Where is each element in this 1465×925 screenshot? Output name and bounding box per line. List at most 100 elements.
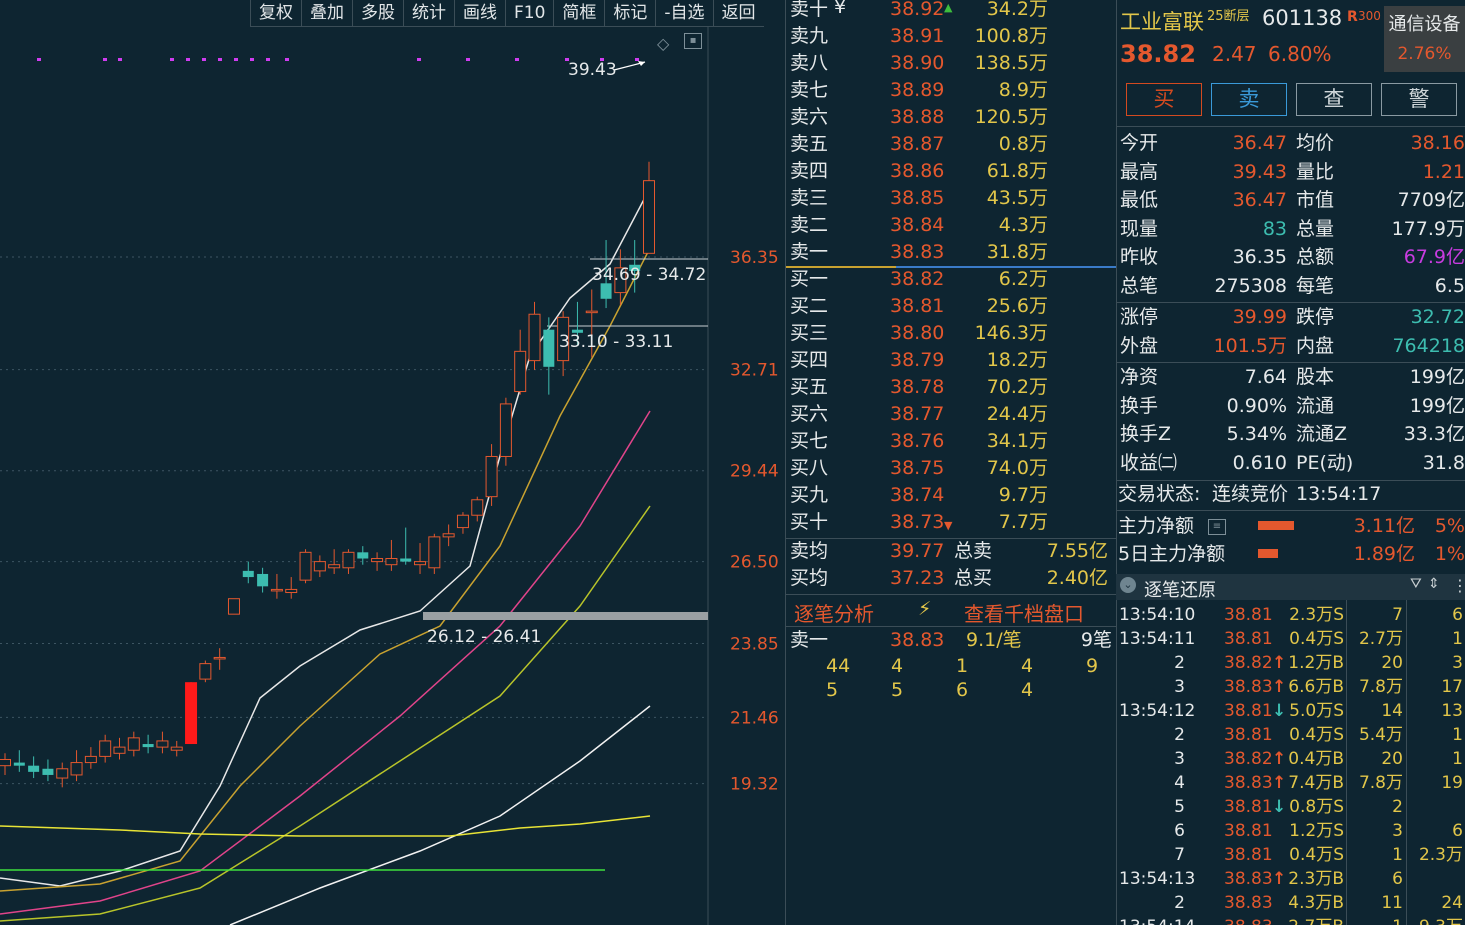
diamond-icon[interactable]: ◇	[657, 34, 670, 53]
book-divider	[786, 266, 896, 268]
candle	[643, 161, 655, 254]
candle	[442, 524, 455, 547]
toolbar-btn-3[interactable]: 统计	[403, 0, 454, 26]
bid-volume: 9.7万	[998, 484, 1048, 506]
toolbar-btn-5[interactable]: F10	[505, 0, 553, 26]
ask-row[interactable]: 卖三 38.85 43.5万	[786, 185, 1116, 212]
signal-dot	[202, 58, 206, 61]
ask-row[interactable]: 卖六 38.88 120.5万	[786, 104, 1116, 131]
bid-row[interactable]: 买一 38.82 6.2万	[786, 266, 1116, 293]
candle	[270, 573, 283, 599]
ask-volume: 31.8万	[986, 241, 1048, 263]
toolbar-btn-4[interactable]: 画线	[454, 0, 505, 26]
filter-icon[interactable]: ⛛	[1410, 576, 1422, 592]
tick-time: 3	[1174, 749, 1185, 769]
bid-row[interactable]: 买十 38.73 7.7万	[786, 509, 1116, 536]
ask-row[interactable]: 卖八 38.90 138.5万	[786, 50, 1116, 77]
candle	[199, 660, 212, 683]
alert-button[interactable]: 警	[1381, 83, 1457, 116]
bid-row[interactable]: 买四 38.79 18.2万	[786, 347, 1116, 374]
ask-volume: 8.9万	[998, 79, 1048, 101]
stat-label: 最低	[1120, 189, 1159, 212]
kline-svg: 36.35 32.71 29.44 26.50 23.85 21.46 19.32	[0, 26, 779, 925]
toolbar-btn-7[interactable]: 标记	[604, 0, 655, 26]
signal-dot	[635, 58, 639, 61]
stock-tag: 25断层	[1207, 9, 1250, 24]
tick-orders: 3	[1392, 821, 1403, 841]
stat-value: 67.9亿	[1403, 246, 1465, 269]
candle	[313, 555, 326, 578]
tick-time: 5	[1174, 797, 1185, 817]
stat-label: 每笔	[1296, 275, 1335, 297]
candle	[485, 444, 498, 506]
bid-row[interactable]: 买三 38.80 146.3万	[786, 320, 1116, 347]
ask-price: 38.87	[890, 133, 945, 155]
candle	[514, 329, 527, 395]
tab-trade-analysis[interactable]: 逐笔分析	[794, 602, 874, 626]
tick-aggregate: 19	[1441, 773, 1463, 793]
query-button[interactable]: 查	[1296, 83, 1372, 116]
ask-row[interactable]: 卖十 38.92 34.2万	[786, 0, 1116, 23]
ask-row[interactable]: 卖一 38.83 31.8万	[786, 239, 1116, 266]
sell-button[interactable]: 卖	[1211, 83, 1287, 116]
candle	[42, 759, 54, 782]
ask-row[interactable]: 卖五 38.87 0.8万	[786, 131, 1116, 158]
bid-row[interactable]: 买二 38.81 25.6万	[786, 293, 1116, 320]
candle	[299, 549, 312, 584]
tick-volume: 5.0万S	[1289, 701, 1344, 721]
ask-row[interactable]: 卖七 38.89 8.9万	[786, 77, 1116, 104]
bid-volume: 24.4万	[986, 403, 1048, 425]
bid-row[interactable]: 买七 38.76 34.1万	[786, 428, 1116, 455]
r-badge-num: 300	[1358, 9, 1381, 23]
bid-row[interactable]: 买六 38.77 24.4万	[786, 401, 1116, 428]
panel-toggle-icon[interactable]: ▪	[684, 33, 702, 49]
ticks-header[interactable]	[1116, 574, 1465, 600]
avg-price: 37.23	[890, 567, 945, 589]
more-icon[interactable]: ⋮	[1452, 576, 1465, 595]
signal-dot	[466, 58, 470, 61]
ask-price: 38.91	[890, 25, 945, 47]
ask-volume: 34.2万	[986, 0, 1048, 20]
tick-orders: 2	[1392, 797, 1403, 817]
sort-icon[interactable]: ⇕	[1428, 576, 1440, 592]
ma-line-3	[0, 505, 651, 922]
signal-dot	[285, 58, 289, 61]
toolbar-btn-9[interactable]: 返回	[712, 0, 764, 26]
up-arrow-icon: ▲	[944, 1, 953, 14]
down-arrow-icon: ↓	[1272, 797, 1287, 817]
tick-time: 7	[1174, 845, 1185, 865]
candle	[56, 762, 69, 788]
tick-row: 4 38.83 ↑ 7.4万B 7.8万 19	[1116, 771, 1465, 795]
fund-row: 换手 0.90% 流通 199亿	[1116, 392, 1465, 420]
tick-row: 7 38.81 0.4万S 1 2.3万	[1116, 843, 1465, 867]
ask-price: 38.83	[890, 241, 945, 263]
bid-label: 买三	[790, 322, 829, 344]
tick-orders: 7.8万	[1358, 773, 1403, 793]
fund-row: 净资 7.64 股本 199亿	[1116, 363, 1465, 391]
toolbar-btn-2[interactable]: 多股	[352, 0, 403, 26]
ask-row[interactable]: 卖二 38.84 4.3万	[786, 212, 1116, 239]
tick-aggregate: 1	[1452, 725, 1463, 745]
tab-depth-view[interactable]: 查看千档盘口	[964, 602, 1084, 626]
tick-orders: 20	[1381, 653, 1403, 673]
collapse-icon[interactable]: ⌄	[1120, 577, 1136, 593]
toolbar-btn-0[interactable]: 复权	[250, 0, 301, 26]
buy-button[interactable]: 买	[1126, 83, 1202, 116]
toolbar-btn-1[interactable]: 叠加	[301, 0, 352, 26]
ask-row[interactable]: 卖九 38.91 100.8万	[786, 23, 1116, 50]
ask-row[interactable]: 卖四 38.86 61.8万	[786, 158, 1116, 185]
toolbar-btn-6[interactable]: 简框	[553, 0, 604, 26]
toolbar-btn-8[interactable]: -自选	[655, 0, 712, 26]
kline-chart[interactable]: 36.35 32.71 29.44 26.50 23.85 21.46 19.32 39.4…	[0, 26, 785, 925]
sector-box[interactable]: 通信设备 2.76%	[1384, 6, 1465, 72]
bid-row[interactable]: 买八 38.75 74.0万	[786, 455, 1116, 482]
divider	[1116, 510, 1465, 511]
bid-label: 买四	[790, 349, 829, 371]
candle	[70, 750, 83, 782]
bid-row[interactable]: 买五 38.78 70.2万	[786, 374, 1116, 401]
bid-row[interactable]: 买九 38.74 9.7万	[786, 482, 1116, 509]
tick-row: 2 38.82 ↑ 1.2万B 20 3	[1116, 651, 1465, 675]
tick-aggregate: 17	[1441, 677, 1463, 697]
list-icon[interactable]: ≡	[1208, 519, 1226, 535]
candle	[84, 747, 97, 769]
